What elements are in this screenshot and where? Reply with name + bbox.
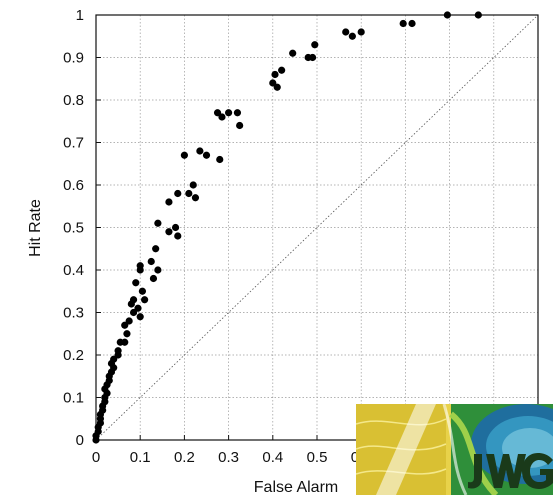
x-tick-label: 0.4 xyxy=(262,449,283,466)
diagonal-reference-line xyxy=(95,14,539,441)
data-point xyxy=(308,53,317,62)
data-point xyxy=(216,155,224,164)
y-tick-label: 0.8 xyxy=(63,92,84,109)
grid-lines xyxy=(96,15,538,440)
data-point xyxy=(141,296,149,304)
y-tick-label: 0.5 xyxy=(63,220,84,237)
data-point xyxy=(114,347,122,355)
jwg-logo-lettering xyxy=(468,453,553,489)
x-axis-label: False Alarm xyxy=(254,479,338,495)
data-point xyxy=(357,28,365,36)
data-point xyxy=(189,181,197,189)
data-point xyxy=(138,287,147,295)
data-point xyxy=(165,228,173,236)
y-tick-label: 1 xyxy=(76,7,84,24)
y-tick-label: 0.3 xyxy=(63,305,84,322)
data-point xyxy=(129,296,138,304)
data-point xyxy=(154,266,162,274)
data-point xyxy=(196,147,204,155)
data-point xyxy=(152,245,160,253)
data-points xyxy=(92,11,482,444)
data-point xyxy=(136,313,144,321)
y-tick-label: 0 xyxy=(76,432,84,449)
data-point xyxy=(147,257,155,266)
data-point xyxy=(271,70,279,79)
data-point xyxy=(191,194,200,202)
data-point xyxy=(289,49,297,57)
data-point xyxy=(202,151,211,159)
data-point xyxy=(125,317,133,325)
data-point xyxy=(171,223,180,232)
x-tick-label: 0.5 xyxy=(307,449,328,466)
data-point xyxy=(165,198,173,206)
jwg-logo-image xyxy=(356,404,553,495)
x-tick-label: 0.3 xyxy=(218,449,239,466)
data-point xyxy=(474,11,482,19)
y-axis-label: Hit Rate xyxy=(27,199,44,257)
data-point xyxy=(136,262,144,270)
x-tick-label: 0.2 xyxy=(174,449,195,466)
data-point xyxy=(225,109,233,117)
data-point xyxy=(134,304,142,312)
data-point xyxy=(180,151,188,159)
data-point xyxy=(233,109,242,117)
jwg-logo xyxy=(356,404,553,495)
data-point xyxy=(121,338,129,346)
data-point xyxy=(311,41,319,49)
y-tick-label: 0.6 xyxy=(63,177,84,194)
y-tick-label: 0.9 xyxy=(63,50,84,67)
data-point xyxy=(185,189,193,198)
data-point xyxy=(236,121,244,130)
data-point xyxy=(218,113,226,121)
data-point xyxy=(443,11,451,19)
x-tick-label: 0 xyxy=(92,449,100,466)
data-point xyxy=(348,32,356,40)
data-point xyxy=(408,19,416,28)
data-point xyxy=(273,83,281,91)
data-point xyxy=(342,28,350,36)
data-point xyxy=(174,232,182,240)
data-point xyxy=(123,330,131,338)
y-tick-label: 0.4 xyxy=(63,262,84,279)
data-point xyxy=(132,279,140,287)
data-point xyxy=(149,274,158,283)
y-tick-label: 0.2 xyxy=(63,347,84,364)
y-tick-label: 0.7 xyxy=(63,135,84,152)
x-tick-label: 0.1 xyxy=(130,449,151,466)
data-point xyxy=(399,19,407,28)
data-point xyxy=(278,66,286,74)
data-point xyxy=(154,219,162,227)
y-tick-label: 0.1 xyxy=(63,390,84,407)
data-point xyxy=(174,189,182,198)
